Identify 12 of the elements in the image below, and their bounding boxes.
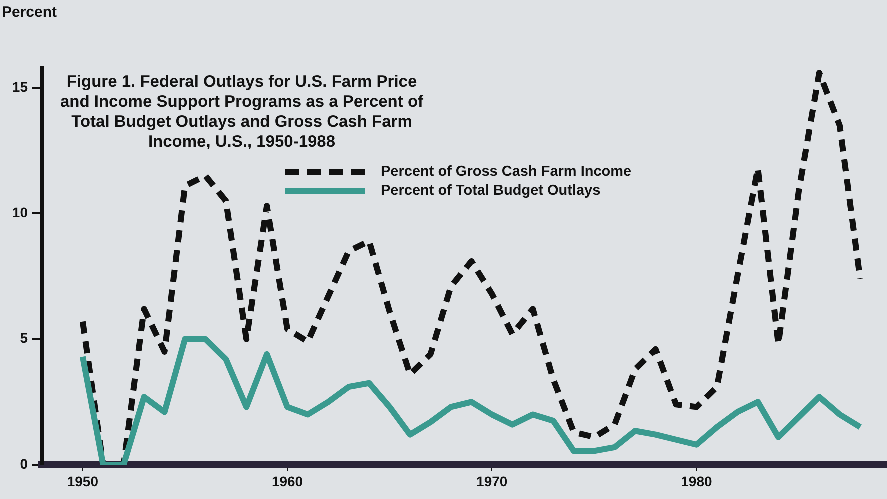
- y-tick-label: 5: [20, 330, 28, 346]
- x-tick-label: 1980: [681, 473, 712, 490]
- y-tick-label: 15: [12, 78, 28, 95]
- x-tick-label: 1960: [272, 473, 304, 490]
- y-tick-label: 0: [20, 456, 28, 472]
- x-tick-label: 1970: [476, 473, 508, 490]
- text: Figure 1. Federal Outlays for U.S. Farm Price and Income Support Programs as a Percent of Total Budget Outlays and Gross Cash Farm Income, U.S., 1950-1988: [59, 72, 425, 152]
- x-tick-label: 1950: [67, 473, 99, 490]
- y-tick-label: 10: [12, 204, 28, 221]
- legend-label: Percent of Total Budget Outlays: [381, 182, 601, 198]
- y-axis-title: Percent: [2, 4, 58, 21]
- legend-label: Percent of Gross Cash Farm Income: [381, 164, 632, 180]
